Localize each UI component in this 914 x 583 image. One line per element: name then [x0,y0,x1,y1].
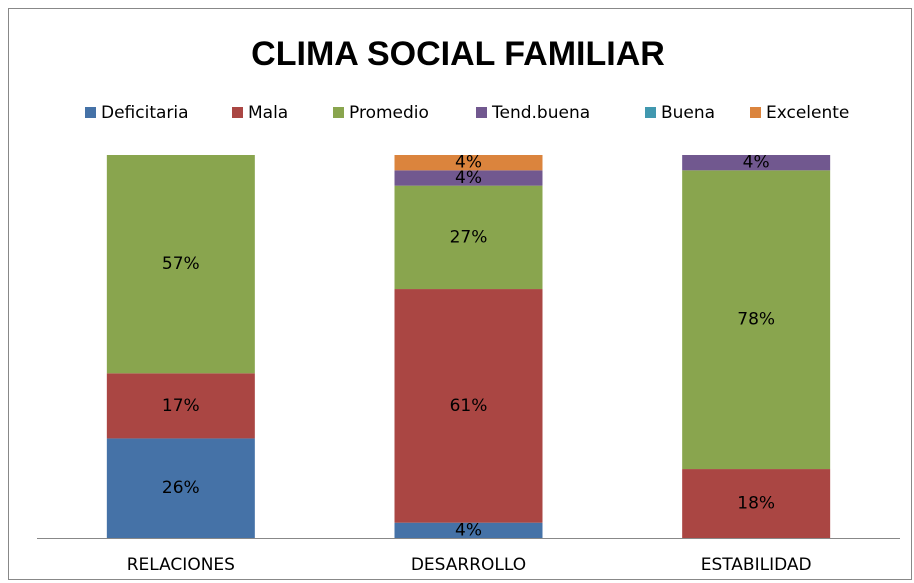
bar-segment [394,185,543,290]
legend-swatch [750,107,761,118]
bar-segment [106,155,255,374]
data-label: 17% [162,396,200,416]
data-label: 4% [455,520,482,540]
bar-segment [394,522,543,538]
bar-segment [106,373,255,439]
legend-label: Buena [661,103,715,123]
legend-label: Excelente [766,103,849,123]
data-label: 78% [737,310,775,330]
data-label: 18% [737,494,775,514]
bar-segment [394,170,543,186]
bar-segment [106,438,255,538]
x-tick-label: ESTABILIDAD [701,555,812,575]
legend-label: Tend.buena [491,103,590,123]
data-label: 57% [162,254,200,274]
x-tick-label: DESARROLLO [411,555,526,575]
bar-segment [682,469,831,538]
data-label: 61% [450,396,488,416]
x-tick-label: RELACIONES [127,555,235,575]
legend-label: Mala [248,103,288,123]
legend-swatch [645,107,656,118]
data-label: 27% [450,227,488,247]
bar-segment [682,170,831,470]
legend-swatch [476,107,487,118]
bar-segment [394,289,543,523]
data-label: 26% [162,478,200,498]
legend-swatch [333,107,344,118]
legend-swatch [85,107,96,118]
legend-label: Promedio [349,103,429,123]
data-label: 4% [743,153,770,173]
legend-swatch [232,107,243,118]
data-label: 4% [455,153,482,173]
data-label: 4% [455,168,482,188]
bar-segment [394,155,543,171]
chart-title: CLIMA SOCIAL FAMILIAR [251,35,665,73]
legend-label: Deficitaria [101,103,189,123]
bar-segment [682,155,831,171]
